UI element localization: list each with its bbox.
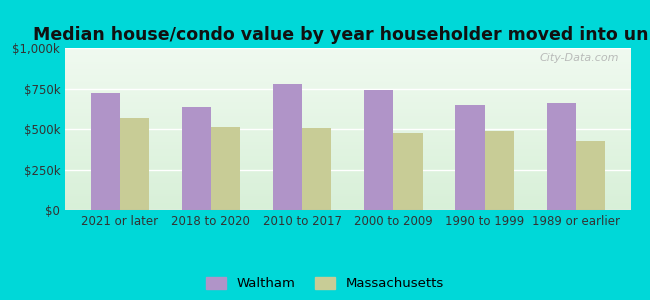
Bar [364,90,393,210]
Title: Median house/condo value by year householder moved into unit: Median house/condo value by year househo… [33,26,650,44]
Bar [273,85,302,210]
Bar [547,103,576,210]
Bar [211,127,240,210]
Bar [393,133,422,210]
Bar [456,105,484,210]
Bar [302,128,332,210]
Bar [182,107,211,210]
Bar [484,130,514,210]
Legend: Waltham, Massachusetts: Waltham, Massachusetts [206,277,444,290]
Text: City-Data.com: City-Data.com [540,53,619,63]
Bar [120,118,149,210]
Bar [90,93,120,210]
Bar [576,141,605,210]
